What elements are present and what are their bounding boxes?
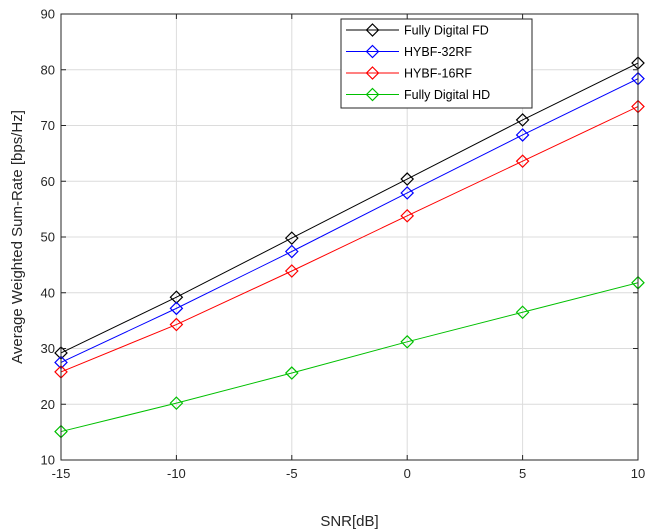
legend-marker: [365, 23, 380, 37]
legend-entry: HYBF-32RF: [346, 44, 472, 59]
legend-entry: HYBF-16RF: [346, 66, 472, 81]
y-axis-label: Average Weighted Sum-Rate [bps/Hz]: [9, 110, 26, 364]
data-point-marker: [515, 128, 530, 142]
legend-label: HYBF-32RF: [404, 45, 472, 59]
data-point-marker: [400, 208, 415, 223]
y-tick-label: 40: [41, 285, 55, 300]
series-line: [60, 282, 639, 433]
y-tick-labels: 10 20 30 40 50 60 70 80 90: [41, 7, 55, 468]
legend-marker: [365, 44, 380, 59]
legend-label: Fully Digital FD: [404, 24, 489, 38]
x-tick-label: 0: [404, 466, 411, 481]
data-point-marker: [284, 244, 299, 259]
series-layer: [54, 56, 645, 439]
legend-box: [340, 18, 533, 109]
x-tick-labels: -15 -10 -5 0 5 10: [52, 466, 646, 481]
legend-marker: [365, 87, 380, 102]
y-tick-label: 80: [41, 62, 55, 77]
y-tick-label: 20: [41, 397, 55, 412]
data-point-marker: [400, 172, 415, 186]
x-tick-label: 5: [519, 466, 526, 481]
y-tick-label: 30: [41, 341, 55, 356]
data-point-marker: [284, 366, 299, 380]
y-tick-label: 70: [41, 118, 55, 133]
x-tick-label: 10: [631, 466, 645, 481]
legend-entry: Fully Digital FD: [346, 23, 489, 38]
data-point-marker: [169, 290, 184, 305]
data-point-marker: [515, 113, 530, 127]
x-tick-label: -10: [167, 466, 186, 481]
legend-label: Fully Digital HD: [404, 88, 490, 102]
legend-label: HYBF-16RF: [404, 67, 472, 81]
data-point-marker: [169, 396, 184, 410]
x-axis-label: SNR[dB]: [320, 513, 378, 530]
series-line: [60, 106, 639, 373]
series-line: [60, 78, 639, 363]
legend-entry: Fully Digital HD: [346, 87, 490, 102]
y-tick-label: 10: [41, 453, 55, 468]
legend-marker: [365, 66, 380, 80]
data-point-marker: [284, 231, 299, 245]
x-tick-label: -15: [52, 466, 71, 481]
axis-ticks: [60, 13, 639, 461]
legend: Fully Digital FD HYBF-32RF HYBF-16RF Fully …: [340, 18, 533, 109]
y-tick-label: 90: [41, 7, 55, 22]
y-tick-label: 60: [41, 174, 55, 189]
series-line: [60, 62, 639, 354]
data-point-marker: [169, 301, 184, 316]
data-point-marker: [400, 334, 415, 349]
x-tick-label: -5: [286, 466, 298, 481]
data-point-marker: [400, 186, 415, 200]
data-point-marker: [169, 317, 184, 332]
series-3: [54, 275, 645, 439]
data-point-marker: [284, 264, 299, 278]
data-point-marker: [515, 154, 530, 169]
y-tick-label: 50: [41, 230, 55, 245]
data-point-marker: [515, 305, 530, 320]
